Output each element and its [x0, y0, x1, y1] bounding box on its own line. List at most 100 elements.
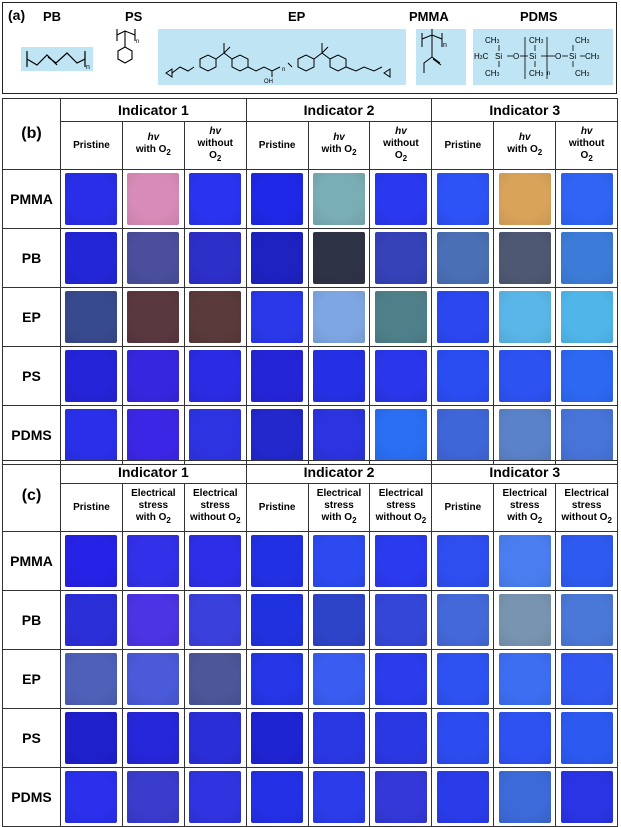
b-col-pristine-2: Pristine: [245, 121, 309, 170]
panel-b-label-cell: (b): [2, 98, 61, 170]
c-cell: [493, 531, 557, 591]
b-hv-label: hv: [518, 132, 531, 143]
b-cell: [121, 287, 185, 347]
b-film-swatch: [374, 409, 427, 461]
b-cell: [183, 169, 247, 229]
b-hv-label: hv: [147, 132, 160, 143]
pmma-n-text: n: [443, 42, 447, 49]
svg-text:CH3: CH3: [575, 36, 590, 45]
c-film-swatch: [374, 653, 427, 705]
pdms-si-3: Si: [569, 52, 576, 61]
pmma-name: PMMA: [409, 9, 449, 24]
b-film-swatch: [374, 350, 427, 402]
pdms-ch3-e-sub: 3: [587, 39, 590, 45]
pdms-ch3-g: CH: [575, 69, 587, 78]
b-cell: [307, 346, 371, 406]
c-electrical-label: Electrical: [564, 488, 609, 499]
c-stress-label: stress: [510, 500, 540, 511]
b-film-swatch: [313, 291, 366, 343]
b-cell: [369, 228, 433, 288]
b-cell: [183, 228, 247, 288]
b-cell: [183, 346, 247, 406]
b-col-pristine-3: Pristine: [431, 121, 495, 170]
b-o-label: O: [394, 150, 403, 161]
b-cell: [493, 405, 557, 465]
b-row-label: EP: [2, 287, 61, 347]
b-cell: [307, 169, 371, 229]
b-film-swatch: [374, 173, 427, 225]
pb-n-text: n: [86, 64, 90, 71]
pdms-ch3-c-sub: 3: [541, 39, 544, 45]
c-film-swatch: [127, 712, 180, 764]
c-film-swatch: [436, 712, 489, 764]
c-film-swatch: [313, 594, 366, 646]
b-film-swatch: [560, 350, 613, 402]
panel-b-label: (b): [21, 125, 42, 142]
c-film-swatch: [436, 771, 489, 823]
c-pristine-label: Pristine: [73, 501, 110, 513]
c-film-swatch: [560, 535, 613, 587]
pdms-structure: CH3 H3C Si CH3 O CH3 Si CH3 n O CH3 Si C…: [473, 29, 613, 85]
b-film-swatch: [560, 173, 613, 225]
c-cell: [60, 531, 123, 591]
b-film-swatch: [498, 173, 551, 225]
c-cell: [493, 708, 557, 768]
b-film-swatch: [65, 291, 118, 343]
ps-name: PS: [125, 9, 143, 24]
c-col-stress-with-o2-2: Electrical stress with O2: [307, 483, 371, 532]
b-row-pdms: PDMS: [2, 405, 619, 465]
b-cell: [60, 346, 123, 406]
c-film-swatch: [313, 535, 366, 587]
c-film-swatch: [374, 771, 427, 823]
c-cell: [60, 708, 123, 768]
c-col-pristine-1: Pristine: [60, 483, 123, 532]
b-cell: [369, 346, 433, 406]
c-o2-subscript: 2: [352, 516, 357, 525]
b-cell: [183, 287, 247, 347]
c-cell: [121, 590, 185, 650]
c-o2-subscript: 2: [537, 516, 543, 525]
c-cell: [493, 767, 557, 827]
c-stress-label: stress: [138, 500, 169, 511]
pdms-ch3-a-sub: 3: [497, 39, 500, 45]
c-cell: [307, 767, 371, 827]
c-cell: [431, 590, 495, 650]
b-film-swatch: [436, 409, 489, 461]
c-stress-label: stress: [386, 500, 416, 511]
b-film-swatch: [251, 350, 304, 402]
c-film-swatch: [65, 712, 118, 764]
pb-name: PB: [43, 9, 62, 24]
c-cell: [245, 708, 309, 768]
b-film-swatch: [436, 232, 489, 284]
b-column-headers: Pristine hv with O2 hv without O2 Pristine hv wi…: [3, 121, 619, 170]
panel-c-label-cell: (c): [2, 460, 61, 532]
b-without-label: without: [197, 138, 234, 149]
b-film-swatch: [313, 232, 366, 284]
c-cell: [431, 767, 495, 827]
c-without-o-label: without O: [375, 512, 422, 523]
c-cell: [245, 767, 309, 827]
c-stress-label: stress: [324, 500, 354, 511]
c-col-pristine-3: Pristine: [431, 483, 495, 532]
c-film-swatch: [560, 712, 613, 764]
c-cell: [555, 708, 619, 768]
c-with-o-label: with O: [321, 512, 353, 523]
c-film-swatch: [498, 535, 551, 587]
pdms-ch3-b: CH: [485, 69, 497, 78]
b-cell: [307, 287, 371, 347]
b-row-pb: PB: [2, 228, 619, 288]
c-film-swatch: [374, 712, 427, 764]
pdms-o-2: O: [555, 52, 561, 61]
c-film-swatch: [498, 771, 551, 823]
b-row-ep: EP: [2, 287, 619, 347]
pdms-ch3-c: CH: [529, 36, 541, 45]
pdms-h3c-h: H: [474, 52, 480, 61]
c-film-swatch: [374, 535, 427, 587]
b-film-swatch: [127, 291, 180, 343]
b-cell: [60, 169, 123, 229]
c-row-pmma: PMMA: [2, 531, 619, 591]
b-o2-subscript: 2: [216, 154, 222, 163]
b-film-swatch: [498, 291, 551, 343]
c-film-swatch: [189, 712, 242, 764]
b-col-hv-with-o2-2: hv with O2: [307, 121, 371, 170]
